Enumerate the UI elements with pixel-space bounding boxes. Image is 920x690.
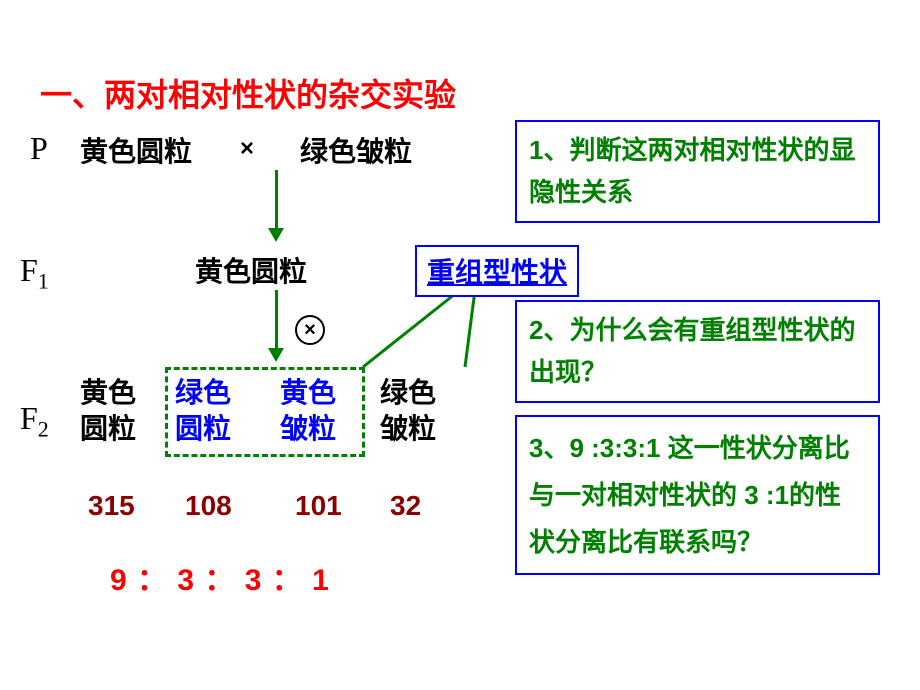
label-P: P xyxy=(30,130,48,167)
f2-pheno-4: 绿色 皱粒 xyxy=(380,375,436,448)
count-2: 108 xyxy=(185,490,232,522)
f2-sub: 2 xyxy=(38,416,49,441)
count-1: 315 xyxy=(88,490,135,522)
f2-1-line2: 圆粒 xyxy=(80,411,136,447)
f2-4-line1: 绿色 xyxy=(380,375,436,411)
f2-2-line2: 圆粒 xyxy=(175,411,231,447)
p-parent1: 黄色圆粒 xyxy=(80,130,192,170)
arrow-head-2 xyxy=(268,348,284,362)
page-title: 一、两对相对性状的杂交实验 xyxy=(40,70,890,116)
count-4: 32 xyxy=(390,490,421,522)
arrow-f1-f2 xyxy=(275,290,278,350)
q1-text: 1、判断这两对相对性状的显隐性关系 xyxy=(529,130,866,213)
f1-letter: F xyxy=(20,252,38,288)
q2-text: 2、为什么会有重组型性状的出现？ xyxy=(529,310,866,393)
label-F1: F1 xyxy=(20,252,49,294)
ratio: 9 ： 3 ： 3 ： 1 xyxy=(110,555,330,599)
recombinant-text: 重组型性状 xyxy=(427,257,567,288)
cross-symbol: × xyxy=(240,135,254,163)
f1-sub: 1 xyxy=(38,268,49,293)
q3-text: 3、9 :3:3:1 这一性状分离比与一对相对性状的 3 :1的性状分离比有联系… xyxy=(529,425,866,565)
recombinant-label: 重组型性状 xyxy=(415,245,579,297)
f2-4-line2: 皱粒 xyxy=(380,411,436,447)
f2-3-line1: 黄色 xyxy=(280,375,336,411)
f2-1-line1: 黄色 xyxy=(80,375,136,411)
count-3: 101 xyxy=(295,490,342,522)
question-box-1: 1、判断这两对相对性状的显隐性关系 xyxy=(515,120,880,223)
question-box-3: 3、9 :3:3:1 这一性状分离比与一对相对性状的 3 :1的性状分离比有联系… xyxy=(515,415,880,575)
label-F2: F2 xyxy=(20,400,49,442)
question-box-2: 2、为什么会有重组型性状的出现？ xyxy=(515,300,880,403)
arrow-p-f1 xyxy=(275,170,278,230)
connector-lines xyxy=(350,285,480,370)
f2-pheno-3: 黄色 皱粒 xyxy=(280,375,336,448)
f1-phenotype: 黄色圆粒 xyxy=(195,250,307,290)
f2-letter: F xyxy=(20,400,38,436)
self-cross-icon: × xyxy=(295,315,325,345)
f2-2-line1: 绿色 xyxy=(175,375,231,411)
f2-pheno-1: 黄色 圆粒 xyxy=(80,375,136,448)
arrow-head-1 xyxy=(268,228,284,242)
self-cross-symbol: × xyxy=(304,319,316,342)
f2-3-line2: 皱粒 xyxy=(280,411,336,447)
p-parent2: 绿色皱粒 xyxy=(300,130,412,170)
f2-pheno-2: 绿色 圆粒 xyxy=(175,375,231,448)
